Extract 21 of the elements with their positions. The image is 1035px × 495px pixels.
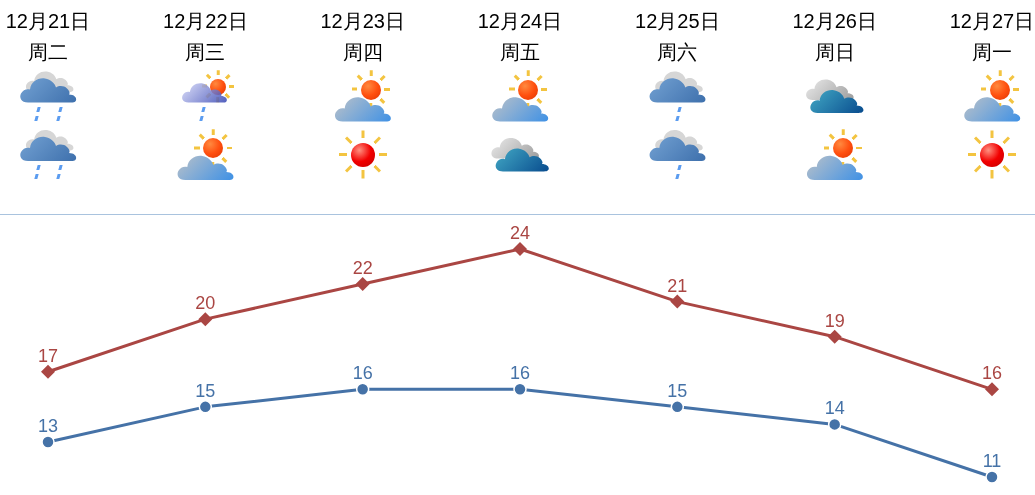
- data-label: 24: [509, 223, 531, 243]
- data-label: 19: [824, 310, 845, 331]
- x-tick-label: 12月21日周二: [5, 10, 91, 64]
- data-label: 15: [195, 380, 216, 401]
- data-label: 16: [981, 363, 1003, 384]
- data-label: 20: [195, 293, 216, 314]
- x-tick-label: 12月26日周日: [792, 10, 877, 64]
- x-tick-label: 12月24日周五: [477, 10, 563, 64]
- x-tick-label: 12月23日周四: [320, 10, 405, 64]
- x-tick-label: 12月27日周一: [949, 10, 1035, 64]
- data-label: 16: [352, 363, 373, 384]
- data-label: 17: [37, 345, 59, 366]
- data-label: 13: [37, 415, 59, 436]
- data-label: 16: [509, 363, 531, 384]
- x-tick-label: 12月22日周三: [163, 10, 248, 64]
- data-label: 21: [667, 275, 688, 296]
- data-label: 22: [352, 258, 373, 279]
- x-tick-label: 12月25日周六: [635, 10, 720, 64]
- data-label: 14: [824, 398, 845, 419]
- data-label: 11: [982, 451, 1002, 471]
- data-label: 15: [667, 380, 688, 401]
